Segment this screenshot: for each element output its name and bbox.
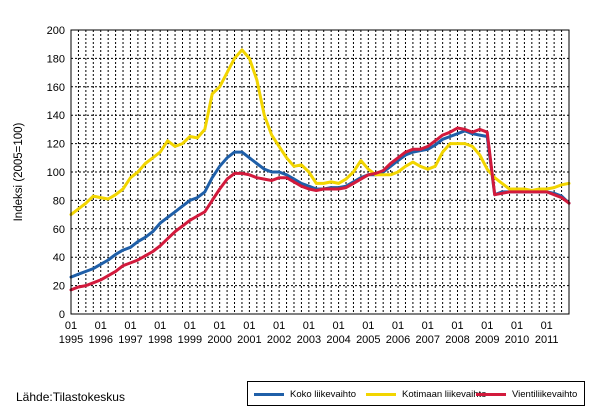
plot-frame [70,29,570,315]
y-tick-label: 0 [59,309,65,321]
legend-swatch-kotimaan [366,392,396,396]
legend-swatch-koko [254,392,284,396]
y-tick-label: 160 [47,82,65,94]
x-tick-quarter-label: 01 [541,320,553,332]
x-axis-ticks: 01 1995 01 1996 01 1997 01 1998 01 1999 01 2000 01 20… [59,320,559,346]
x-tick-quarter-label: 01 [154,320,166,332]
y-tick-label: 80 [53,195,65,207]
x-tick-quarter-label: 01 [303,320,315,332]
grid [71,30,569,314]
x-tick-quarter-label: 01 [124,320,136,332]
y-tick-label: 60 [53,224,65,236]
y-tick-label: 120 [47,139,65,151]
legend-label-vienti: Vientiliikevaihto [512,388,578,400]
x-tick-quarter-label: 01 [65,320,77,332]
x-tick-quarter-label: 01 [422,320,434,332]
x-tick-year-label: 2011 [535,334,559,346]
x-tick-year-label: 2007 [416,334,440,346]
x-tick-quarter-label: 01 [243,320,255,332]
x-tick-year-label: 2003 [297,334,321,346]
y-tick-label: 40 [53,252,65,264]
x-tick-year-label: 2005 [356,334,380,346]
x-tick-year-label: 2006 [386,334,410,346]
legend-label-koko: Koko liikevaihto [290,388,357,400]
legend-swatch-vienti [476,392,506,396]
legend: Koko liikevaihto Kotimaan liikevaihto Vi… [247,381,585,406]
x-tick-quarter-label: 01 [481,320,493,332]
x-tick-year-label: 1998 [148,334,172,346]
y-tick-label: 20 [53,281,65,293]
x-tick-year-label: 2000 [207,334,231,346]
series-lines [69,48,571,292]
legend-label-kotimaan: Kotimaan liikevaihto [402,388,487,400]
x-tick-year-label: 2001 [237,334,261,346]
x-tick-year-label: 1995 [59,334,83,346]
y-tick-label: 140 [47,110,65,122]
x-tick-quarter-label: 01 [511,320,523,332]
series-line-2 [69,126,571,292]
x-tick-quarter-label: 01 [273,320,285,332]
x-tick-quarter-label: 01 [184,320,196,332]
x-tick-quarter-label: 01 [451,320,463,332]
source-note: Lähde:Tilastokeskus [16,390,125,404]
x-tick-quarter-label: 01 [214,320,226,332]
x-tick-year-label: 1996 [88,334,112,346]
x-tick-year-label: 2010 [505,334,529,346]
x-tick-year-label: 1997 [118,334,142,346]
series-line-1 [69,48,571,217]
x-tick-quarter-label: 01 [362,320,374,332]
x-tick-quarter-label: 01 [95,320,107,332]
y-tick-label: 180 [47,53,65,65]
x-tick-year-label: 2004 [326,334,350,346]
legend-item-koko: Koko liikevaihto [254,388,356,400]
x-tick-year-label: 2002 [267,334,291,346]
y-tick-label: 200 [47,25,65,37]
x-tick-year-label: 2008 [445,334,469,346]
x-tick-quarter-label: 01 [332,320,344,332]
legend-item-vienti: Vientiliikevaihto [476,388,577,400]
y-tick-label: 100 [47,167,65,179]
x-tick-year-label: 2009 [475,334,499,346]
x-tick-year-label: 1999 [178,334,202,346]
y-axis-ticks: 0 20 40 60 80 100 120 140 160 180 200 [47,25,65,321]
x-tick-quarter-label: 01 [392,320,404,332]
y-axis-label: Indeksi (2005=100) [13,122,25,221]
legend-item-kotimaan: Kotimaan liikevaihto [366,388,487,400]
